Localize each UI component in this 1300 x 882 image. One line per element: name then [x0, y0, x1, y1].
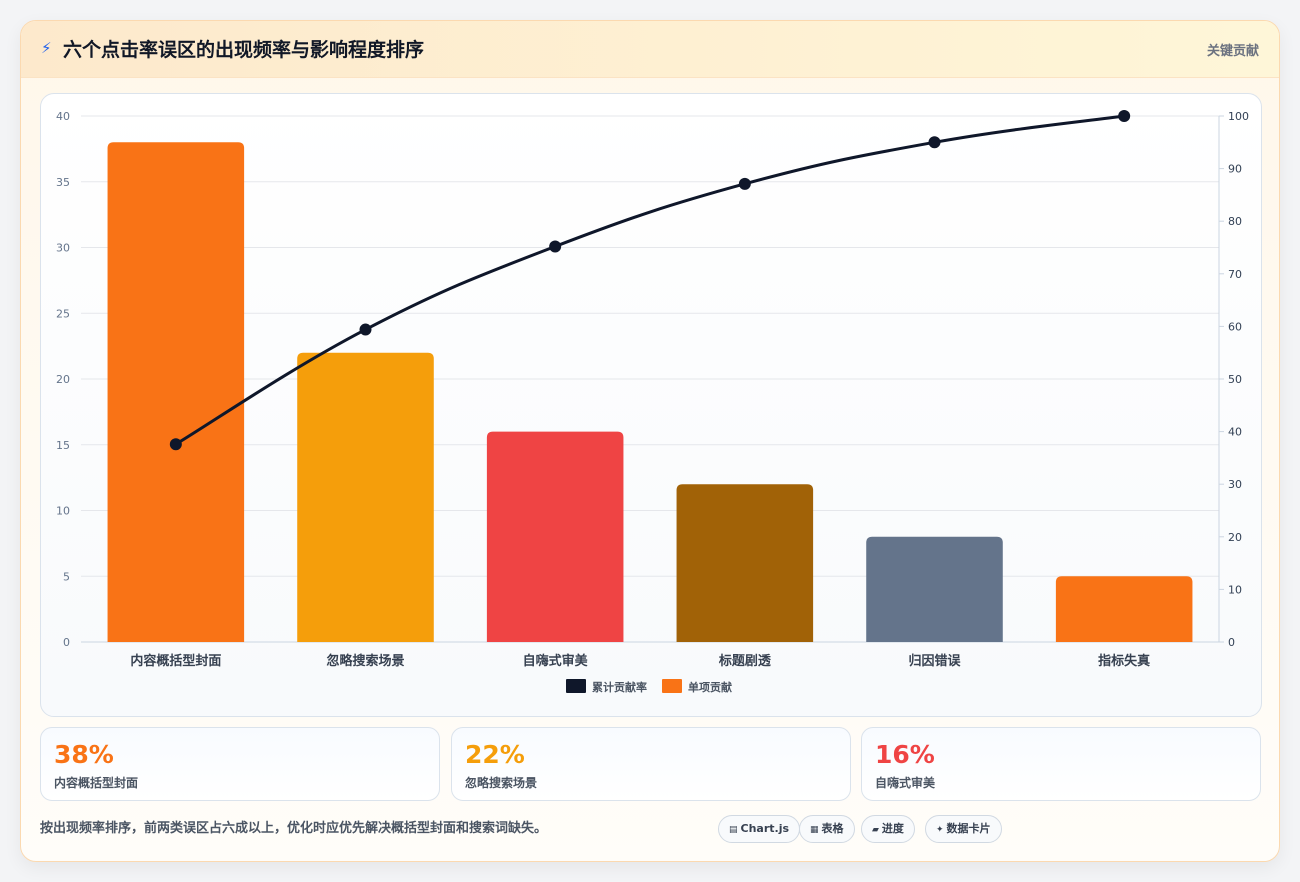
header-tag: 关键贡献: [1206, 44, 1259, 59]
legend-swatch: [566, 679, 586, 693]
table-icon: ▦: [810, 825, 819, 835]
stat-card-1: 38% 内容概括型封面: [40, 727, 440, 801]
cumulative-point: [1118, 110, 1131, 122]
x-tick-label: 忽略搜索场景: [326, 653, 404, 669]
y-right-tick-label: 0: [1228, 636, 1235, 649]
y-right-tick-label: 50: [1228, 373, 1242, 386]
stat-card-3: 16% 自嗨式审美: [861, 727, 1261, 801]
pareto-chart: 0 5 10 15 20 25 30 35 40 0 10 20 30 40 50 60 70 80 90 100 内容…: [56, 110, 1249, 694]
y-right-tick-label: 90: [1228, 163, 1242, 176]
bar: [676, 484, 814, 642]
chart-card: ⚡ 六个点击率误区的出现频率与影响程度排序 关键贡献 0 5 10 15 20 25 30 3…: [20, 20, 1280, 862]
stat-label: 忽略搜索场景: [465, 776, 538, 790]
badge-progress[interactable]: ▰ 进度: [861, 815, 915, 843]
stat-value: 22%: [465, 740, 525, 769]
bar: [297, 352, 434, 642]
sparkle-icon: ✦: [936, 825, 944, 835]
y-left-tick-label: 5: [63, 570, 70, 583]
badge-data-card[interactable]: ✦ 数据卡片: [925, 815, 1002, 843]
stat-label: 自嗨式审美: [875, 776, 936, 790]
bar: [866, 536, 1003, 642]
y-left-tick-label: 20: [56, 373, 70, 386]
x-tick-label: 指标失真: [1098, 653, 1150, 669]
x-tick-label: 内容概括型封面: [130, 653, 221, 669]
y-right-tick-label: 100: [1228, 110, 1249, 123]
stat-card-2: 22% 忽略搜索场景: [451, 727, 851, 801]
y-right-tick-label: 20: [1228, 531, 1242, 544]
cumulative-point: [169, 438, 182, 451]
y-left-tick-label: 10: [56, 505, 70, 518]
y-right-tick-label: 40: [1228, 426, 1242, 439]
y-right-tick-label: 10: [1228, 583, 1242, 596]
chart-icon: ▤: [729, 825, 738, 835]
y-right-tick-label: 70: [1228, 268, 1242, 281]
y-left-tick-label: 30: [56, 242, 70, 255]
progress-icon: ▰: [872, 825, 879, 835]
cumulative-point: [549, 240, 562, 253]
legend-label: 单项贡献: [688, 680, 732, 694]
y-left-tick-label: 40: [56, 110, 70, 123]
y-right-tick-label: 30: [1228, 478, 1242, 491]
lightning-icon: ⚡: [41, 39, 52, 57]
stat-value: 16%: [875, 740, 935, 769]
y-left-tick-label: 35: [56, 176, 70, 189]
badge-label: 进度: [881, 822, 904, 835]
card-title: 六个点击率误区的出现频率与影响程度排序: [63, 39, 425, 61]
cumulative-point: [359, 323, 372, 336]
chart-panel: 0 5 10 15 20 25 30 35 40 0 10 20 30 40 50 60 70 80 90 100 内容…: [40, 93, 1262, 717]
x-tick-label: 归因错误: [908, 653, 961, 669]
badge-label: Chart.js: [740, 822, 790, 835]
footnote: 按出现频率排序，前两类误区占六成以上，优化时应优先解决概括型封面和搜索词缺失。: [40, 821, 548, 836]
bar: [107, 142, 245, 643]
bar: [1055, 576, 1193, 642]
legend-swatch: [662, 679, 682, 693]
cumulative-point: [928, 136, 941, 149]
y-left-tick-label: 0: [63, 636, 70, 649]
bar: [486, 431, 624, 642]
badge-label: 表格: [821, 822, 844, 835]
badge-chartjs[interactable]: ▤ Chart.js: [718, 815, 801, 843]
stat-label: 内容概括型封面: [54, 776, 139, 790]
legend-label: 累计贡献率: [592, 680, 647, 694]
badge-table[interactable]: ▦ 表格: [799, 815, 855, 843]
y-left-tick-label: 15: [56, 439, 70, 452]
cumulative-line: [175, 114, 1125, 446]
y-left-tick-label: 25: [56, 307, 70, 320]
cumulative-point: [738, 177, 751, 190]
x-tick-label: 标题剧透: [718, 653, 771, 669]
stat-value: 38%: [54, 740, 114, 769]
badge-label: 数据卡片: [946, 822, 991, 835]
x-tick-label: 自嗨式审美: [523, 653, 589, 669]
y-right-tick-label: 60: [1228, 320, 1242, 333]
y-right-tick-label: 80: [1228, 215, 1242, 228]
card-header: ⚡ 六个点击率误区的出现频率与影响程度排序 关键贡献: [21, 21, 1279, 78]
